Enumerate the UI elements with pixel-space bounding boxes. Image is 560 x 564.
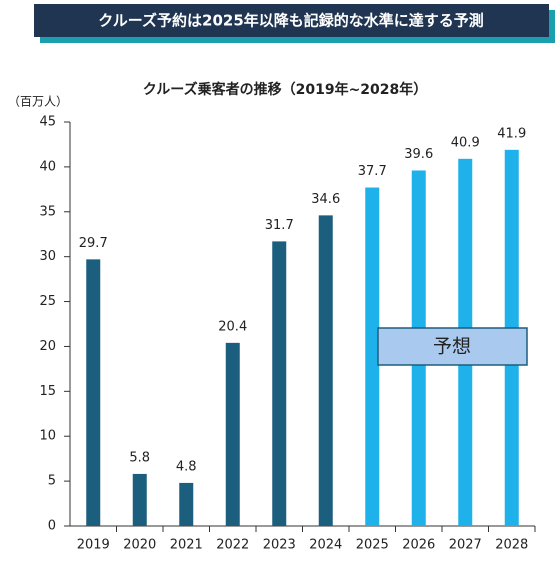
x-tick-label: 2025 bbox=[356, 538, 389, 553]
annotation: 予想 bbox=[433, 336, 471, 358]
x-tick-label: 2028 bbox=[495, 538, 528, 553]
x-tick-label: 2023 bbox=[263, 538, 296, 553]
x-tick-label: 2024 bbox=[309, 538, 342, 553]
y-tick-label: 15 bbox=[39, 384, 56, 399]
value-label: 41.9 bbox=[497, 126, 526, 141]
annotation-box bbox=[377, 327, 528, 366]
y-tick-label: 35 bbox=[39, 204, 56, 219]
x-tick-label: 2022 bbox=[216, 538, 249, 553]
bar bbox=[365, 187, 380, 526]
bar bbox=[179, 482, 194, 526]
y-tick-label: 0 bbox=[48, 519, 56, 534]
bar bbox=[272, 241, 287, 526]
bar bbox=[225, 342, 240, 526]
value-label: 39.6 bbox=[404, 147, 433, 162]
y-unit: （百万人） bbox=[8, 95, 68, 109]
value-label: 20.4 bbox=[218, 319, 247, 334]
y-tick-label: 10 bbox=[39, 429, 56, 444]
y-tick-label: 40 bbox=[39, 159, 56, 174]
x-tick-label: 2020 bbox=[123, 538, 156, 553]
value-label: 5.8 bbox=[129, 450, 150, 465]
header-title: クルーズ予約は2025年以降も記録的な水準に達する予測 bbox=[98, 12, 484, 30]
y-tick-label: 45 bbox=[39, 115, 56, 130]
x-tick-label: 2021 bbox=[170, 538, 203, 553]
value-label: 40.9 bbox=[451, 135, 480, 150]
y-tick-label: 5 bbox=[48, 474, 56, 489]
y-tick-label: 25 bbox=[39, 294, 56, 309]
value-label: 4.8 bbox=[176, 459, 197, 474]
x-tick-label: 2027 bbox=[449, 538, 482, 553]
x-tick-label: 2026 bbox=[402, 538, 435, 553]
y-tick-label: 20 bbox=[39, 339, 56, 354]
y-tick-label: 30 bbox=[39, 249, 56, 264]
bar bbox=[318, 215, 333, 526]
value-label: 34.6 bbox=[311, 192, 340, 207]
value-label: 29.7 bbox=[79, 236, 108, 251]
x-tick-label: 2019 bbox=[77, 538, 110, 553]
bar bbox=[86, 259, 101, 526]
chart-title: クルーズ乗客者の推移（2019年~2028年） bbox=[143, 81, 428, 98]
value-label: 37.7 bbox=[358, 164, 387, 179]
bar bbox=[132, 473, 147, 526]
header-banner bbox=[34, 4, 549, 37]
value-label: 31.7 bbox=[265, 218, 294, 233]
